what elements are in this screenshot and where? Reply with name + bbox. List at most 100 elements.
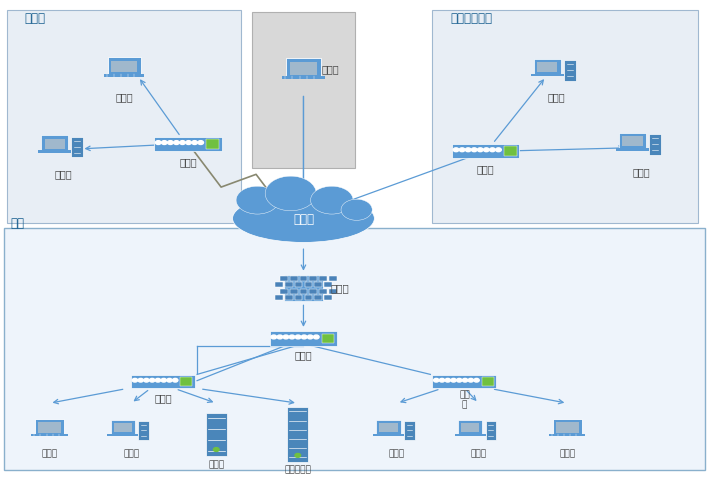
Text: 服务器: 服务器	[208, 460, 224, 469]
Bar	[549, 433, 586, 436]
Bar	[275, 282, 283, 287]
Ellipse shape	[341, 199, 372, 220]
Bar	[300, 276, 307, 281]
Bar	[111, 420, 135, 433]
Bar	[285, 295, 293, 300]
Bar	[309, 288, 317, 294]
Circle shape	[155, 378, 161, 382]
Text: 分公司: 分公司	[25, 12, 46, 24]
Bar	[104, 73, 145, 76]
Bar	[321, 334, 335, 343]
Text: 客户端: 客户端	[55, 169, 72, 180]
Bar	[619, 133, 646, 148]
Circle shape	[295, 454, 301, 457]
Text: 客户端: 客户端	[548, 93, 565, 103]
Bar	[31, 433, 68, 436]
Bar	[301, 75, 306, 77]
Bar	[374, 433, 404, 436]
Circle shape	[138, 378, 143, 382]
Bar	[290, 276, 298, 281]
Circle shape	[271, 335, 277, 339]
Bar	[280, 288, 288, 294]
Bar	[48, 433, 52, 434]
Text: 控制台: 控制台	[116, 93, 133, 103]
Text: 客户端: 客户端	[123, 450, 139, 459]
Bar	[552, 419, 582, 433]
Circle shape	[162, 141, 167, 144]
Circle shape	[496, 148, 501, 152]
Bar	[545, 73, 549, 74]
Bar	[537, 62, 557, 72]
Text: 防火墙: 防火墙	[330, 283, 349, 293]
Bar	[108, 57, 140, 73]
Bar	[108, 433, 138, 436]
Circle shape	[484, 148, 489, 152]
Bar	[630, 147, 635, 149]
Text: 办事处零售店: 办事处零售店	[450, 12, 492, 24]
Circle shape	[313, 335, 319, 339]
Ellipse shape	[311, 186, 353, 214]
Text: 控制台: 控制台	[321, 65, 339, 74]
Bar	[275, 295, 283, 300]
Circle shape	[462, 378, 468, 382]
Bar	[131, 375, 195, 388]
Text: 终端服务器: 终端服务器	[284, 466, 311, 475]
Bar	[314, 295, 322, 300]
Circle shape	[174, 141, 179, 144]
Bar	[623, 136, 642, 146]
Circle shape	[150, 378, 155, 382]
Bar	[284, 275, 323, 301]
Bar	[252, 12, 354, 168]
Circle shape	[144, 378, 149, 382]
Bar	[452, 144, 520, 158]
Text: 控制台: 控制台	[559, 450, 575, 459]
Bar	[461, 423, 479, 432]
Circle shape	[457, 378, 462, 382]
Bar	[122, 73, 126, 74]
Bar	[35, 419, 65, 433]
Bar	[534, 59, 561, 73]
Circle shape	[277, 335, 283, 339]
Circle shape	[308, 335, 313, 339]
Bar	[376, 420, 401, 433]
Circle shape	[191, 141, 197, 144]
Bar	[503, 146, 516, 156]
Bar	[314, 282, 322, 287]
Bar	[432, 10, 698, 223]
Bar	[649, 134, 661, 155]
Circle shape	[440, 378, 445, 382]
Text: 交换机: 交换机	[155, 393, 172, 403]
Bar	[4, 228, 705, 470]
Circle shape	[167, 141, 173, 144]
Bar	[286, 58, 321, 76]
Bar	[38, 422, 61, 432]
Bar	[564, 60, 576, 81]
Text: 互联网: 互联网	[293, 213, 314, 226]
Circle shape	[453, 148, 459, 152]
Bar	[138, 421, 149, 440]
Circle shape	[161, 378, 167, 382]
Circle shape	[283, 335, 289, 339]
Bar	[304, 282, 312, 287]
Text: 路由器: 路由器	[477, 165, 494, 175]
Bar	[565, 433, 569, 434]
Bar	[155, 137, 221, 151]
Ellipse shape	[265, 176, 316, 211]
Bar	[7, 10, 241, 223]
Bar	[324, 295, 332, 300]
Circle shape	[474, 378, 479, 382]
Bar	[285, 282, 293, 287]
Bar	[329, 288, 337, 294]
Bar	[180, 377, 192, 386]
Circle shape	[477, 148, 483, 152]
Bar	[38, 150, 72, 153]
Bar	[111, 60, 137, 72]
Circle shape	[490, 148, 496, 152]
Circle shape	[155, 141, 161, 144]
Circle shape	[289, 335, 295, 339]
Text: 客户端: 客户端	[389, 450, 405, 459]
Bar	[324, 282, 332, 287]
Bar	[290, 288, 298, 294]
Circle shape	[451, 378, 456, 382]
Bar	[329, 276, 337, 281]
